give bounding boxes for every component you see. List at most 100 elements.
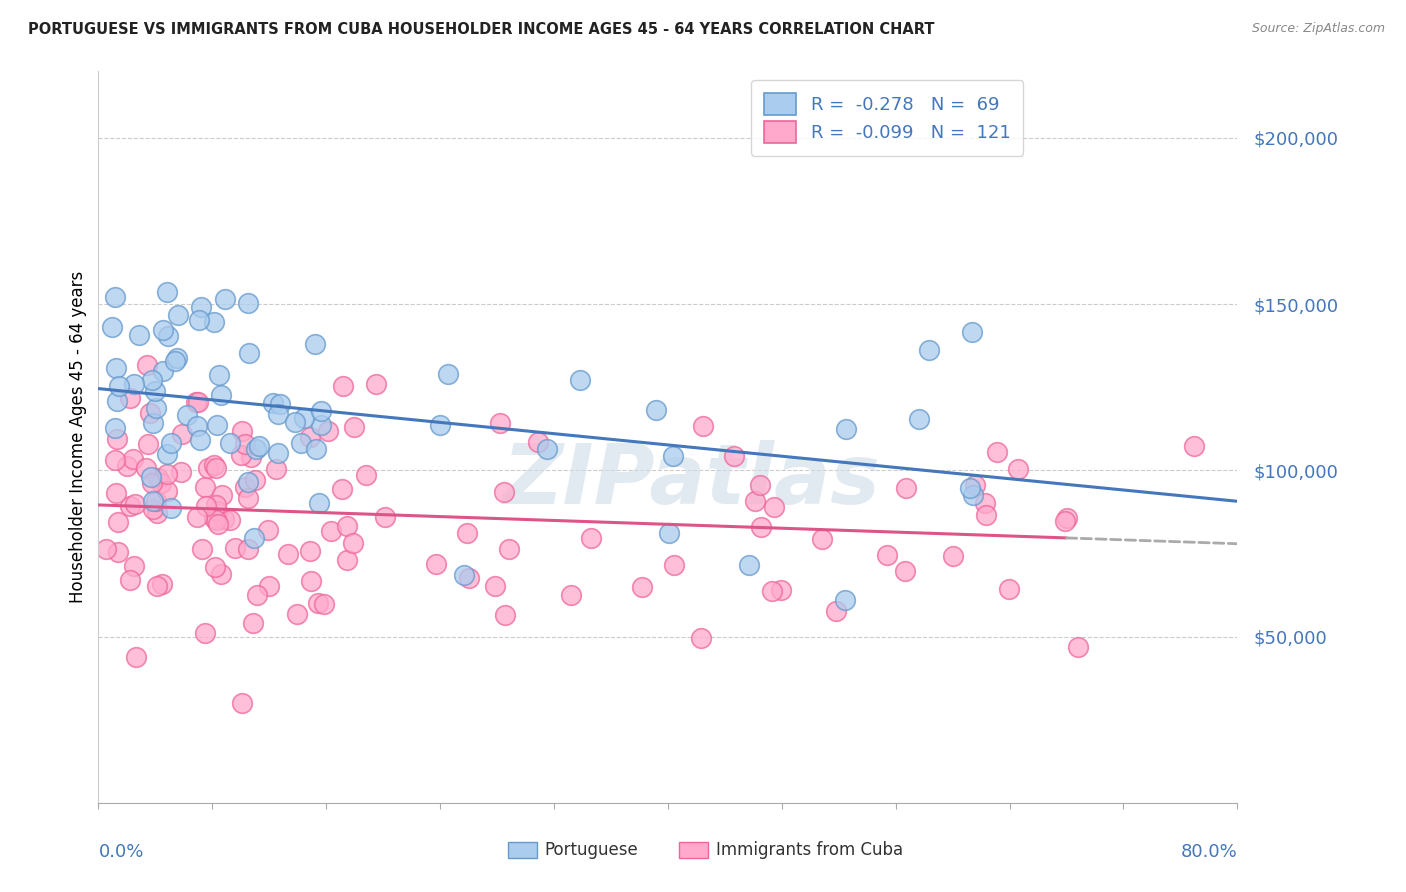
Point xyxy=(170,453,193,467)
Point xyxy=(197,512,219,526)
Point xyxy=(187,460,209,475)
Point xyxy=(188,300,211,314)
Point xyxy=(166,400,188,414)
Point xyxy=(236,448,259,462)
Point xyxy=(689,490,711,504)
Point xyxy=(437,416,460,430)
Point xyxy=(204,458,226,472)
Legend: R =  -0.278   N =  69, R =  -0.099   N =  121: R = -0.278 N = 69, R = -0.099 N = 121 xyxy=(751,80,1024,156)
Point xyxy=(204,577,226,591)
Point xyxy=(107,518,129,533)
Point xyxy=(195,572,218,586)
Point xyxy=(266,440,288,454)
Point xyxy=(292,301,315,316)
Text: 80.0%: 80.0% xyxy=(1181,843,1237,861)
Point xyxy=(834,511,856,525)
Point xyxy=(1066,508,1088,522)
Point xyxy=(149,579,172,593)
Point xyxy=(662,519,685,533)
Point xyxy=(316,379,339,393)
Point xyxy=(738,326,761,341)
Point xyxy=(366,448,388,462)
Point xyxy=(142,394,165,409)
Point xyxy=(150,493,173,508)
Point xyxy=(998,452,1021,467)
Point xyxy=(257,462,280,476)
Point xyxy=(749,512,772,526)
Point xyxy=(139,565,162,579)
Point xyxy=(238,425,260,439)
Point xyxy=(336,520,359,534)
Point xyxy=(104,399,127,413)
Point xyxy=(308,448,330,462)
Point xyxy=(536,517,558,532)
Point xyxy=(122,506,145,520)
Point xyxy=(243,533,266,547)
Point xyxy=(122,537,145,551)
Point xyxy=(122,477,145,491)
Point xyxy=(194,590,217,604)
Point xyxy=(453,381,475,395)
Point xyxy=(118,592,141,607)
Point xyxy=(211,498,233,512)
Point xyxy=(186,417,208,431)
Point xyxy=(374,421,396,435)
Point xyxy=(142,329,165,343)
Point xyxy=(136,604,159,618)
Point xyxy=(769,591,792,605)
Point xyxy=(233,522,256,536)
Point xyxy=(835,428,858,442)
Point xyxy=(309,421,332,435)
Point xyxy=(163,311,186,326)
Point xyxy=(236,443,259,458)
Point xyxy=(107,421,129,435)
Point xyxy=(305,379,328,393)
Point xyxy=(342,623,364,637)
Point xyxy=(489,548,512,562)
Point xyxy=(176,481,198,495)
Point xyxy=(277,458,299,472)
Point xyxy=(105,336,128,351)
Point xyxy=(960,362,983,376)
Point xyxy=(104,392,127,407)
Point xyxy=(143,324,166,338)
Point xyxy=(105,563,128,577)
Point xyxy=(204,466,226,480)
Point xyxy=(456,550,478,565)
Point xyxy=(645,469,668,483)
Point xyxy=(484,434,506,449)
Point xyxy=(262,402,284,417)
Point xyxy=(238,548,260,562)
Point xyxy=(284,438,307,452)
Point xyxy=(458,576,481,591)
Point xyxy=(1056,491,1078,505)
Point xyxy=(160,250,183,264)
Point xyxy=(312,439,335,453)
Point xyxy=(986,539,1008,553)
Point xyxy=(194,560,217,574)
Point xyxy=(321,470,343,484)
Point xyxy=(224,560,246,574)
Point xyxy=(429,349,451,363)
Point xyxy=(207,407,229,421)
Point xyxy=(146,511,169,525)
Point xyxy=(723,502,745,516)
Point xyxy=(332,508,354,523)
Point xyxy=(207,533,229,548)
Point xyxy=(298,484,321,499)
Text: PORTUGUESE VS IMMIGRANTS FROM CUBA HOUSEHOLDER INCOME AGES 45 - 64 YEARS CORRELA: PORTUGUESE VS IMMIGRANTS FROM CUBA HOUSE… xyxy=(28,22,935,37)
Point xyxy=(343,574,366,588)
Point xyxy=(156,406,179,420)
Point xyxy=(825,491,848,506)
Point xyxy=(299,474,322,488)
Point xyxy=(240,360,263,375)
Point xyxy=(202,388,225,402)
Point xyxy=(257,502,280,516)
Point xyxy=(962,426,984,441)
Point xyxy=(207,564,229,578)
Point xyxy=(425,696,447,710)
Point xyxy=(330,464,353,478)
Point xyxy=(104,425,127,440)
Point xyxy=(191,548,214,562)
Point xyxy=(156,425,179,440)
